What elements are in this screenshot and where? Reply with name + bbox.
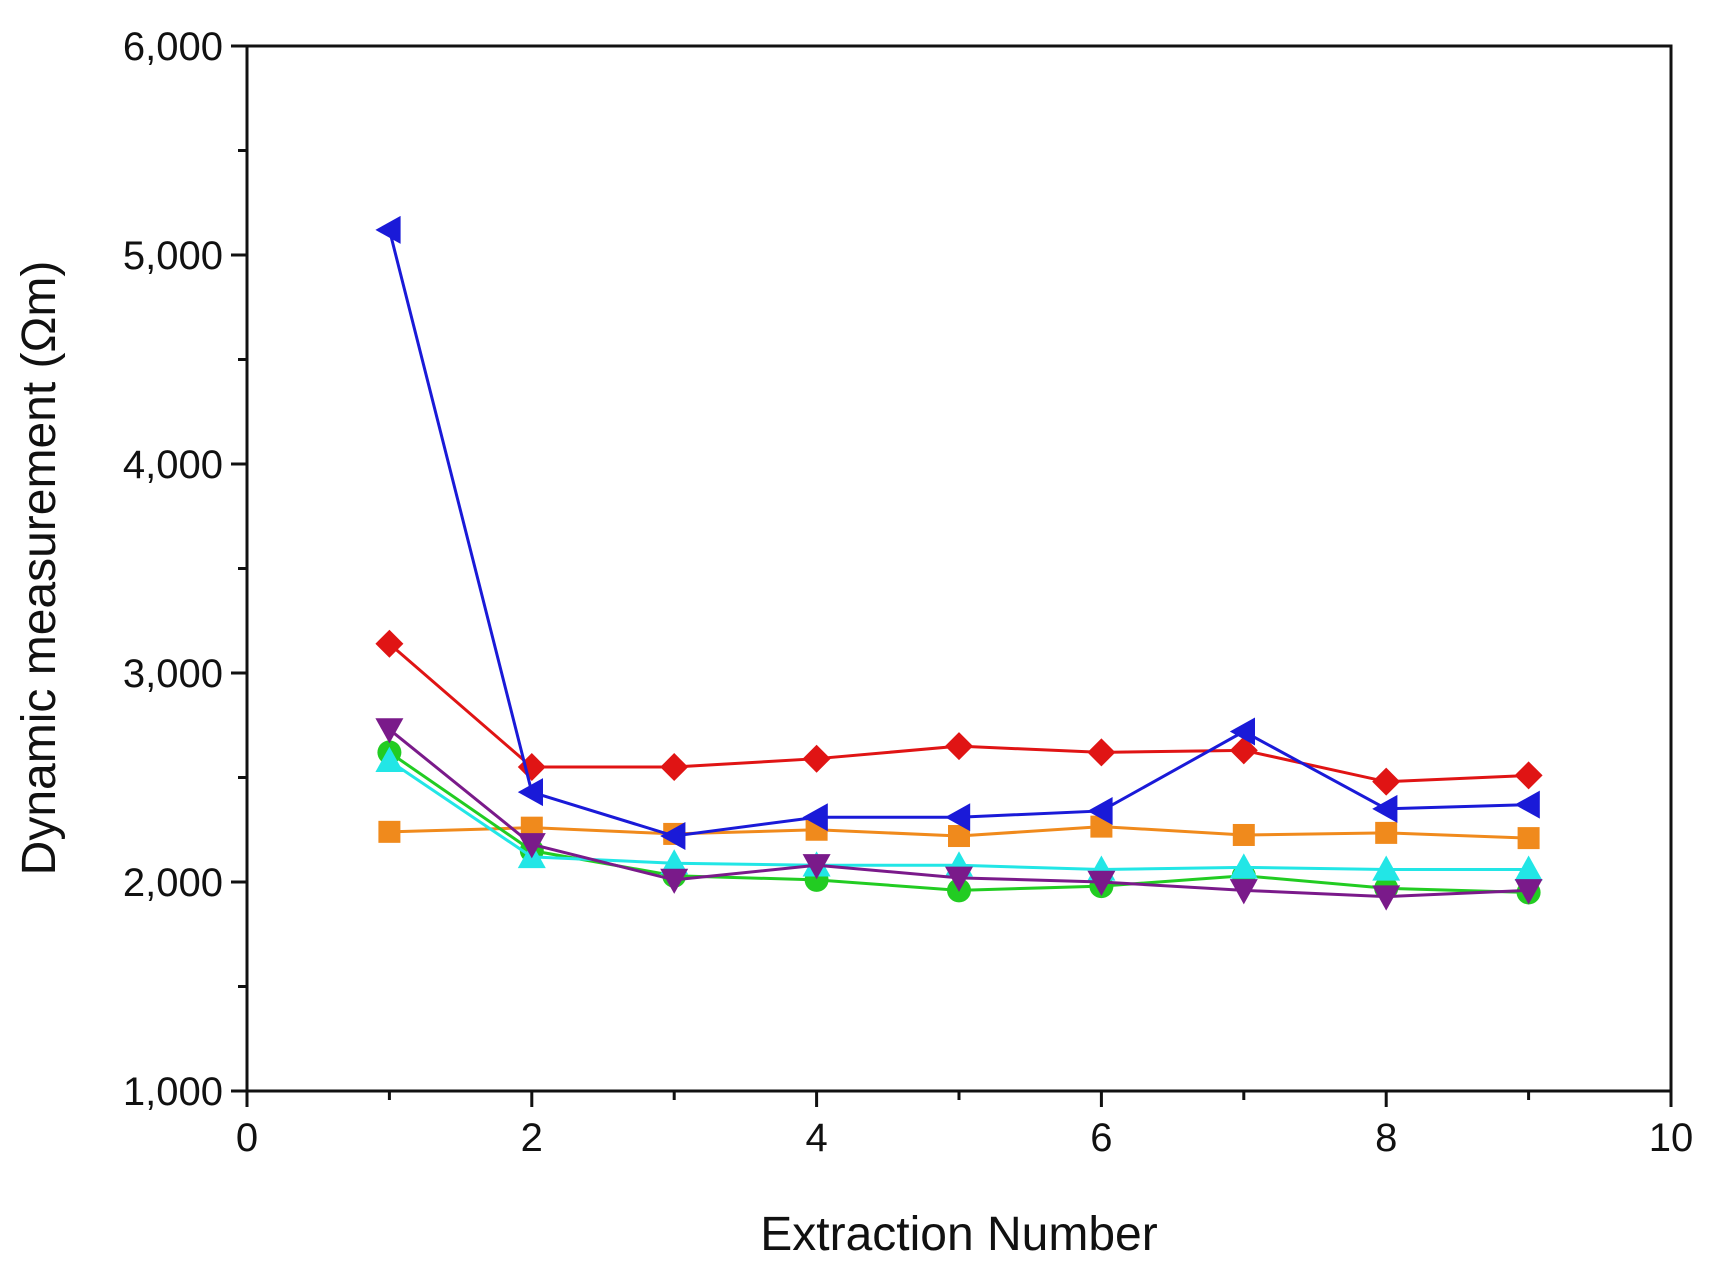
data-point-orange-square [1232,823,1255,846]
data-point-blue-triangle-left [517,778,543,807]
x-tick-label: 8 [1375,1116,1397,1160]
data-point-purple-triangle-down [1372,885,1401,911]
data-point-blue-triangle-left [802,803,828,832]
data-point-purple-triangle-down [375,718,404,744]
series-red-diamond [375,629,1543,796]
series-blue-triangle-left [375,215,1540,851]
data-point-orange-square [948,825,970,848]
data-point-red-diamond [802,744,831,773]
data-point-blue-triangle-left [1229,717,1255,746]
series-layer [375,215,1543,911]
data-point-orange-square [378,820,401,843]
data-point-red-diamond [1372,767,1401,796]
x-tick-label: 2 [521,1116,543,1160]
x-tick-label: 4 [805,1116,827,1160]
series-line-red-diamond [388,642,1529,784]
y-tick-label: 1,000 [123,1070,223,1114]
data-point-orange-square [1517,827,1540,850]
data-point-blue-triangle-left [1087,796,1113,825]
data-point-blue-triangle-left [945,803,971,832]
data-point-purple-triangle-down [1514,879,1543,905]
data-point-purple-triangle-down [517,833,546,859]
x-axis-ticks: 0 2 4 6 8 10 [236,1091,1693,1160]
data-point-red-diamond [375,629,404,658]
data-point-cyan-triangle-up [375,746,404,772]
data-point-purple-triangle-down [945,866,973,892]
y-axis-title: Dynamic measurement (Ωm) [13,261,66,876]
data-point-red-diamond [1087,738,1116,767]
x-tick-label: 6 [1090,1116,1112,1160]
data-point-blue-triangle-left [660,822,686,851]
data-point-cyan-triangle-up [660,849,689,875]
data-point-cyan-triangle-up [1372,855,1401,881]
x-axis-title: Extraction Number [760,1208,1157,1261]
data-point-cyan-triangle-up [1514,855,1543,881]
data-point-red-diamond [945,732,973,761]
data-point-purple-triangle-down [802,854,831,880]
x-tick-label: 0 [236,1116,258,1160]
y-tick-label: 3,000 [123,652,223,696]
plot-frame [245,44,1673,1093]
data-point-orange-square [1375,821,1398,844]
data-point-cyan-triangle-up [1229,853,1258,879]
data-point-blue-triangle-left [1514,790,1540,819]
data-point-red-diamond [1514,761,1543,790]
y-tick-label: 6,000 [123,25,223,69]
x-tick-label: 10 [1649,1116,1694,1160]
data-point-purple-triangle-down [1229,879,1258,905]
data-point-blue-triangle-left [375,215,401,244]
y-axis-ticks: 1,000 2,000 3,000 4,000 5,000 6,000 [123,25,247,1114]
data-point-orange-square [520,816,543,839]
y-tick-label: 5,000 [123,234,223,278]
data-point-red-diamond [660,753,689,782]
data-point-red-diamond [1229,736,1258,765]
series-purple-triangle-down [375,718,1543,911]
data-point-purple-triangle-down [660,868,689,894]
y-tick-label: 2,000 [123,861,223,905]
data-point-purple-triangle-down [1087,870,1116,896]
y-tick-label: 4,000 [123,443,223,487]
data-point-blue-triangle-left [1372,794,1398,823]
